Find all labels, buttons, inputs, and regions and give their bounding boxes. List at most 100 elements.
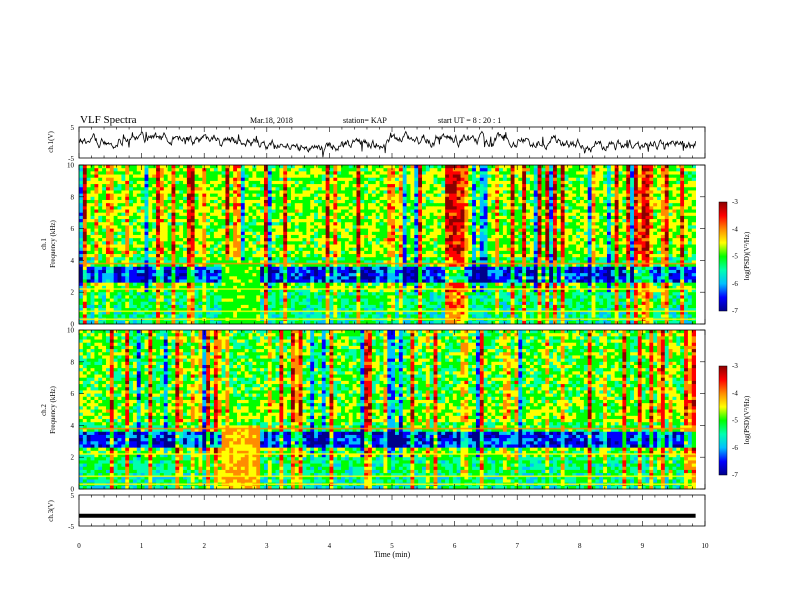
spectrogram-cell: [691, 238, 697, 242]
spectrogram-cell: [144, 228, 149, 233]
spectrogram-cell: [260, 238, 265, 242]
spectrogram-cell: [510, 209, 515, 214]
spectrogram-cell: [441, 184, 446, 188]
spectrogram-cell: [657, 241, 662, 245]
spectrogram-cell: [213, 199, 219, 204]
spectrogram-cell: [175, 238, 180, 242]
spectrogram-cell: [90, 257, 95, 261]
spectrogram-cell: [529, 190, 535, 195]
spectrogram-cell: [202, 241, 207, 245]
spectrogram-cell: [167, 231, 172, 236]
spectrogram-cell: [213, 244, 219, 249]
spectrogram-cell: [183, 168, 188, 172]
spectrogram-cell: [136, 247, 142, 252]
spectrogram-cell: [622, 228, 627, 233]
spectrogram-cell: [545, 174, 550, 179]
spectrogram-cell: [86, 238, 91, 242]
spectrogram-cell: [579, 241, 585, 245]
spectrogram-cell: [429, 228, 434, 233]
spectrogram-cell: [175, 165, 180, 169]
spectrogram-cell: [626, 203, 631, 207]
spectrogram-cell: [237, 215, 242, 220]
spectrogram-cell: [163, 228, 169, 233]
spectrogram-cell: [657, 250, 662, 255]
spectrogram-cell: [660, 219, 666, 223]
spectrogram-cell: [630, 257, 635, 261]
spectrogram-cell: [653, 193, 658, 198]
spectrogram-cell: [475, 225, 481, 229]
spectrogram-cell: [183, 228, 188, 233]
spectrogram-cell: [82, 209, 88, 214]
spectrogram-cell: [387, 215, 392, 220]
spectrogram-cell: [599, 168, 604, 172]
spectrogram-cell: [691, 225, 697, 229]
spectrogram-cell: [560, 219, 565, 223]
spectrogram-cell: [109, 215, 115, 220]
spectrogram-cell: [310, 254, 315, 258]
spectrogram-cell: [79, 190, 84, 195]
spectrogram-cell: [194, 219, 199, 223]
spectrogram-cell: [495, 177, 500, 182]
spectrogram-cell: [653, 222, 658, 226]
spectrogram-cell: [167, 171, 172, 175]
spectrogram-cell: [514, 231, 519, 236]
spectrogram-cell: [105, 174, 111, 179]
spectrogram-cell: [109, 222, 115, 226]
spectrogram-cell: [541, 222, 546, 226]
spectrogram-cell: [522, 190, 527, 195]
spectrogram-cell: [464, 228, 469, 233]
spectrogram-cell: [117, 196, 122, 201]
spectrogram-cell: [425, 209, 431, 214]
spectrogram-cell: [429, 184, 434, 188]
spectrogram-cell: [414, 209, 419, 214]
spectrogram-cell: [418, 190, 423, 195]
spectrogram-cell: [564, 180, 569, 185]
spectrogram-cell: [82, 222, 88, 226]
spectrogram-cell: [94, 260, 99, 264]
spectrogram-cell: [568, 234, 573, 239]
spectrogram-cell: [125, 165, 130, 169]
spectrogram-cell: [657, 187, 662, 191]
spectrogram-cell: [518, 219, 523, 223]
spectrogram-cell: [603, 199, 608, 204]
spectrogram-cell: [144, 190, 149, 195]
spectrogram-cell: [653, 244, 658, 249]
spectrogram-cell: [206, 234, 211, 239]
spectrogram-cell: [687, 234, 693, 239]
spectrogram-cell: [398, 203, 404, 207]
spectrogram-cell: [221, 196, 226, 201]
spectrogram-cell: [379, 225, 384, 229]
spectrogram-cell: [167, 212, 172, 217]
spectrogram-cell: [672, 174, 677, 179]
spectrogram-cell: [630, 219, 635, 223]
spectrogram-cell: [360, 209, 365, 214]
spectrogram-cell: [198, 225, 203, 229]
spectrogram-cell: [522, 215, 527, 220]
spectrogram-cell: [183, 177, 188, 182]
spectrogram-cell: [240, 250, 246, 255]
spectrogram-cell: [448, 254, 454, 258]
spectrogram-cell: [595, 215, 600, 220]
spectrogram-cell: [502, 168, 508, 172]
spectrogram-cell: [684, 190, 689, 195]
spectrogram-cell: [148, 219, 153, 223]
spectrogram-cell: [576, 174, 581, 179]
spectrogram-cell: [553, 225, 558, 229]
spectrogram-cell: [140, 193, 145, 198]
spectrogram-cell: [113, 260, 118, 264]
spectrogram-cell: [687, 168, 693, 172]
spectrogram-cell: [132, 206, 138, 210]
spectrogram-cell: [487, 209, 492, 214]
spectrogram-cell: [325, 257, 330, 261]
spectrogram-cell: [267, 219, 273, 223]
spectrogram-cell: [271, 260, 276, 264]
spectrogram-cell: [186, 184, 192, 188]
spectrogram-cell: [352, 254, 357, 258]
spectrogram-cell: [263, 225, 269, 229]
spectrogram-cell: [202, 238, 207, 242]
spectrogram-cell: [468, 180, 473, 185]
spectrogram-cell: [406, 254, 411, 258]
spectrogram-cell: [645, 206, 650, 210]
spectrogram-cell: [687, 206, 693, 210]
spectrogram-cell: [395, 215, 400, 220]
